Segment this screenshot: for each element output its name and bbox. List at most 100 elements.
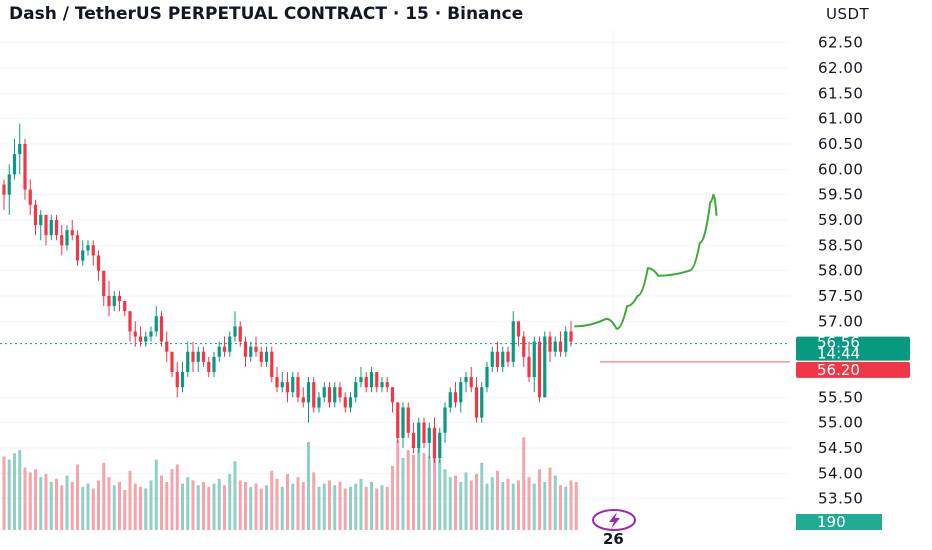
- price-tick-label: 54.00: [818, 464, 863, 482]
- candle-body: [369, 372, 374, 388]
- candle-body: [107, 296, 111, 307]
- volume-bar: [438, 459, 442, 530]
- volume-bar: [112, 485, 116, 530]
- chart-title: Dash / TetherUS PERPETUAL CONTRACT · 15 …: [9, 4, 523, 24]
- candle-body: [543, 336, 547, 398]
- last-price-tag: 56.56 14:44: [796, 334, 910, 363]
- volume-bar: [13, 453, 16, 530]
- volume-bar: [349, 486, 352, 530]
- candle-body: [322, 387, 326, 398]
- candle-body: [39, 214, 43, 226]
- candle-body: [86, 245, 90, 251]
- candle-body: [564, 331, 568, 352]
- price-tick-label: 59.00: [818, 211, 863, 229]
- candle-body: [254, 346, 258, 352]
- price-tick-label: 55.50: [818, 388, 863, 406]
- candle-body: [212, 356, 216, 372]
- candle-body: [112, 296, 116, 307]
- candle-body: [28, 189, 32, 205]
- price-tick-label: 60.00: [818, 160, 863, 178]
- candle-body: [453, 392, 458, 403]
- candle-body: [128, 311, 132, 332]
- volume-bar: [375, 488, 379, 530]
- lightning-icon[interactable]: [592, 509, 636, 531]
- price-tick-label: 61.50: [818, 84, 863, 102]
- volume-bar: [223, 485, 226, 530]
- candle-body: [249, 346, 253, 357]
- candle-body: [495, 351, 500, 367]
- volume-bar: [244, 482, 247, 530]
- candle-body: [301, 397, 305, 403]
- volume-bar: [553, 475, 557, 530]
- volume-bar: [144, 488, 148, 530]
- volume-bar: [238, 480, 242, 530]
- volume-bar: [475, 474, 478, 530]
- volume-bar: [328, 480, 331, 530]
- candle-body: [275, 377, 279, 388]
- volume-bars: [2, 437, 578, 530]
- volume-bar: [433, 448, 436, 530]
- volume-bar: [123, 490, 127, 530]
- projection-drawing[interactable]: [574, 193, 718, 330]
- candle-body: [60, 235, 64, 246]
- volume-bar: [307, 442, 310, 530]
- volume-bar: [202, 482, 205, 530]
- candle-body: [117, 296, 122, 302]
- candle-body: [537, 341, 542, 398]
- volume-bar: [459, 482, 463, 530]
- volume-bar: [443, 469, 447, 530]
- candle-body: [506, 351, 510, 362]
- candle-body: [553, 341, 557, 352]
- volume-bar: [354, 483, 358, 530]
- volume-bar: [333, 485, 337, 530]
- candle-body: [264, 351, 269, 362]
- volume-bar: [249, 486, 253, 530]
- volume-bar: [532, 483, 536, 530]
- candle-body: [180, 372, 185, 388]
- candle-body: [438, 432, 442, 459]
- volume-bar: [186, 477, 190, 530]
- volume-bar: [501, 482, 505, 530]
- time-axis[interactable]: 26: [603, 530, 624, 548]
- volume-bar: [548, 467, 552, 530]
- candle-body: [501, 351, 505, 367]
- candle-body: [2, 184, 6, 195]
- candle-body: [354, 382, 358, 398]
- candle-body: [81, 250, 85, 261]
- price-tick-label: 61.00: [818, 110, 863, 128]
- candle-body: [527, 356, 531, 378]
- candle-body: [317, 397, 321, 408]
- price-axis[interactable]: 62.50 62.00 61.50 61.00 60.50 60.00 59.50 59.00…: [818, 34, 863, 508]
- candle-body: [133, 331, 137, 337]
- candle-body: [296, 377, 300, 398]
- volume-bar: [343, 488, 347, 530]
- volume-bar: [496, 470, 499, 530]
- candle-body: [44, 214, 48, 236]
- volume-bar: [464, 472, 468, 530]
- candle-body: [343, 397, 347, 408]
- candlesticks: [2, 123, 573, 464]
- volume-bar: [60, 485, 64, 530]
- price-tick-label: 58.50: [818, 236, 863, 254]
- candle-body: [532, 341, 536, 378]
- candle-body: [259, 351, 263, 362]
- candle-body: [306, 382, 311, 403]
- candle-body: [348, 397, 353, 408]
- volume-bar: [217, 478, 221, 530]
- price-tick-label: 58.00: [818, 262, 863, 280]
- candle-body: [459, 382, 463, 403]
- volume-bar: [559, 485, 562, 530]
- volume-bar: [149, 480, 153, 530]
- volume-bar: [296, 477, 300, 530]
- volume-bar: [380, 485, 384, 530]
- volume-bar: [49, 482, 53, 530]
- candle-body: [432, 427, 437, 459]
- volume-bar: [191, 480, 195, 530]
- candle-body: [54, 220, 59, 236]
- candle-body: [75, 235, 80, 261]
- price-tick-label: 54.50: [818, 439, 863, 457]
- candle-body: [186, 351, 190, 372]
- candle-body: [191, 351, 195, 362]
- candle-body: [65, 230, 69, 246]
